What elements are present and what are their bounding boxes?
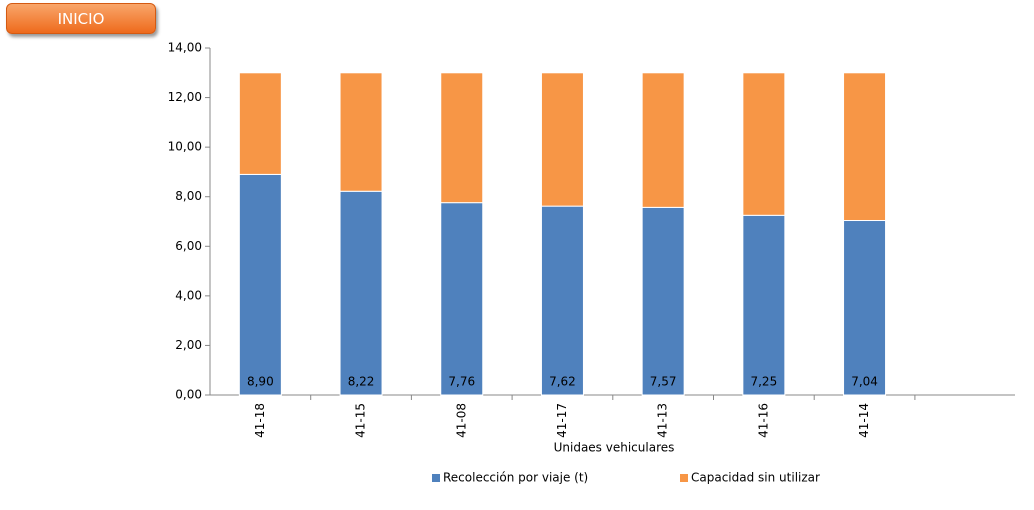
bar-segment: [843, 72, 887, 222]
inicio-button[interactable]: INICIO: [6, 3, 156, 34]
y-tick-label: 12,00: [168, 90, 202, 104]
y-tick-label: 4,00: [175, 288, 202, 302]
bar-segment: [540, 205, 584, 396]
value-label: 7,04: [851, 375, 878, 389]
x-tick-label: 41-17: [555, 403, 569, 438]
y-tick-label: 8,00: [175, 189, 202, 203]
legend-label: Recolección por viaje (t): [443, 471, 588, 485]
y-tick-label: 0,00: [175, 388, 202, 402]
x-axis-title: Unidaes vehiculares: [554, 441, 675, 455]
bar-segment: [440, 72, 484, 204]
x-tick-label: 41-18: [253, 403, 267, 438]
y-tick-label: 10,00: [168, 140, 202, 154]
value-label: 7,62: [549, 375, 576, 389]
bar-segment: [843, 220, 887, 396]
bar-segment: [641, 206, 685, 396]
legend-label: Capacidad sin utilizar: [691, 471, 820, 485]
x-tick-label: 41-16: [756, 403, 770, 438]
x-tick-label: 41-08: [454, 403, 468, 438]
bar-segment: [238, 72, 282, 175]
x-tick-label: 41-13: [656, 403, 670, 438]
bar-segment: [742, 72, 786, 216]
y-tick-label: 6,00: [175, 239, 202, 253]
legend-swatch: [432, 474, 440, 482]
legend-swatch: [680, 474, 688, 482]
y-tick-label: 2,00: [175, 338, 202, 352]
value-label: 7,25: [750, 375, 777, 389]
value-label: 7,76: [448, 375, 475, 389]
bar-segment: [339, 72, 383, 192]
x-tick-label: 41-15: [354, 403, 368, 438]
bar-segment: [440, 202, 484, 396]
bar-segment: [641, 72, 685, 208]
value-label: 7,57: [650, 375, 677, 389]
value-label: 8,90: [247, 375, 274, 389]
bar-segment: [238, 173, 282, 396]
bar-segment: [339, 190, 383, 396]
x-tick-label: 41-14: [857, 403, 871, 438]
value-label: 8,22: [348, 375, 375, 389]
y-tick-label: 14,00: [168, 41, 202, 55]
bar-segment: [540, 72, 584, 207]
bar-segment: [742, 214, 786, 396]
